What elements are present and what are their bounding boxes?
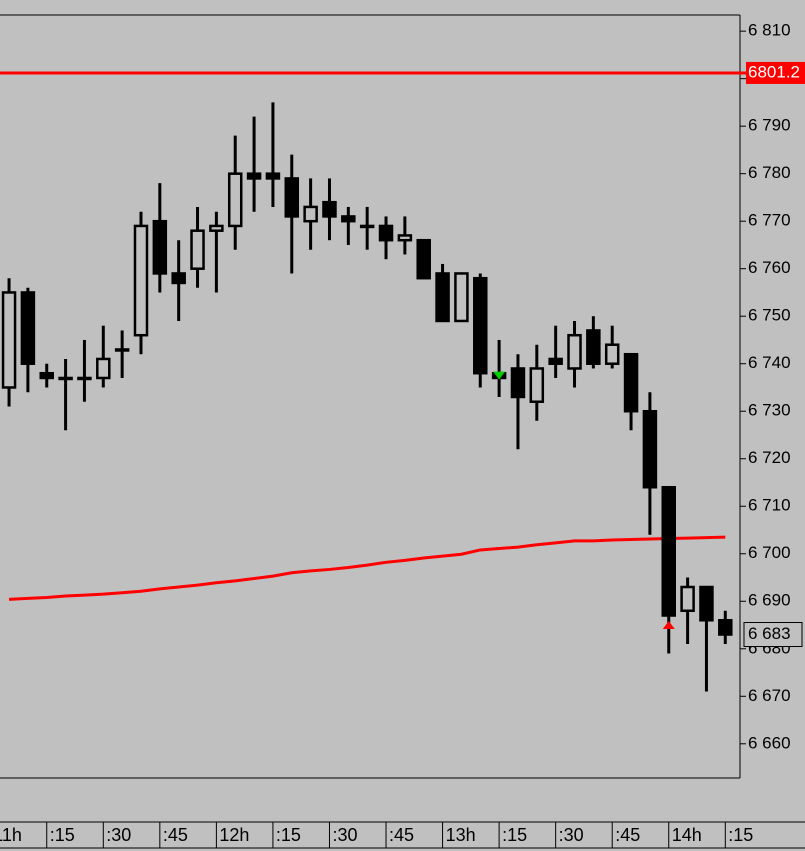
x-tick-label: :15 xyxy=(728,825,753,845)
candle-body xyxy=(246,172,262,180)
candle-body xyxy=(341,215,356,223)
candle-body xyxy=(359,224,375,229)
x-tick-label: :45 xyxy=(389,825,414,845)
y-tick-label: 6 760 xyxy=(748,258,791,277)
candle-body xyxy=(227,172,243,228)
y-tick-label: 6 810 xyxy=(748,21,791,40)
candle-body xyxy=(529,367,545,403)
last-price-box xyxy=(743,622,803,648)
signal-marker xyxy=(493,371,506,380)
candle-body xyxy=(284,177,300,218)
candle-body xyxy=(510,367,526,399)
x-tick-label: :30 xyxy=(559,825,584,845)
y-tick-label: 6 670 xyxy=(748,686,791,705)
candle-body xyxy=(39,371,54,380)
candle-body xyxy=(586,329,601,365)
reference-label-box xyxy=(746,61,805,84)
y-tick-label: 6 750 xyxy=(748,306,791,325)
candle-body xyxy=(1,291,17,389)
signal-marker xyxy=(662,621,675,630)
candle-body xyxy=(303,205,318,223)
candle-body xyxy=(77,376,92,381)
x-tick-label: :45 xyxy=(163,825,188,845)
candle-body xyxy=(397,234,413,242)
candle-body xyxy=(190,229,205,270)
candle-body xyxy=(604,343,620,365)
candle-body xyxy=(454,272,469,323)
y-tick-label: 6 700 xyxy=(748,543,791,562)
reference-label: 6801.2 xyxy=(748,62,800,81)
x-tick-label: :45 xyxy=(615,825,640,845)
y-tick-label: 6 710 xyxy=(748,496,791,515)
y-tick-label: 6 770 xyxy=(748,211,791,230)
candle-body xyxy=(661,485,677,617)
candle-body xyxy=(209,224,224,232)
y-tick-label: 6 730 xyxy=(748,401,791,420)
y-tick-label: 6 740 xyxy=(748,353,791,372)
candle-body xyxy=(548,357,563,365)
x-tick-label: :15 xyxy=(502,825,527,845)
candle-body xyxy=(114,348,130,352)
x-tick-label: 14h xyxy=(672,825,702,845)
moving-average xyxy=(8,535,726,601)
x-tick-label: 11h xyxy=(0,825,22,845)
candle-body xyxy=(171,272,186,285)
x-tick-label: :30 xyxy=(106,825,131,845)
candle-body xyxy=(718,619,733,636)
candle-body xyxy=(680,585,695,613)
x-tick-label: :15 xyxy=(276,825,301,845)
candle-body xyxy=(265,172,281,180)
candle-body xyxy=(152,219,168,275)
y-tick-label: 6 780 xyxy=(748,163,791,182)
y-tick-label: 6 790 xyxy=(748,116,791,135)
candle-body xyxy=(699,585,714,622)
y-tick-label: 6 720 xyxy=(748,448,791,467)
candle-body xyxy=(435,272,450,323)
last-price-label: 6 683 xyxy=(748,624,791,643)
candle-body xyxy=(623,352,639,413)
candle-body xyxy=(58,376,73,381)
x-tick-label: 13h xyxy=(446,825,476,845)
y-tick-label: 6 660 xyxy=(748,733,791,752)
y-tick-label: 6 690 xyxy=(748,591,791,610)
candle-body xyxy=(133,224,149,337)
candle-body xyxy=(473,276,488,375)
candle-body xyxy=(322,200,337,218)
x-tick-label: :15 xyxy=(50,825,75,845)
candle-body xyxy=(416,238,431,280)
candle-body xyxy=(96,357,111,380)
candle-body xyxy=(642,409,658,489)
candle-body xyxy=(378,224,394,242)
x-tick-label: :30 xyxy=(332,825,357,845)
candle-body xyxy=(20,291,36,365)
x-tick-label: 12h xyxy=(219,825,249,845)
candle-body xyxy=(567,333,582,370)
